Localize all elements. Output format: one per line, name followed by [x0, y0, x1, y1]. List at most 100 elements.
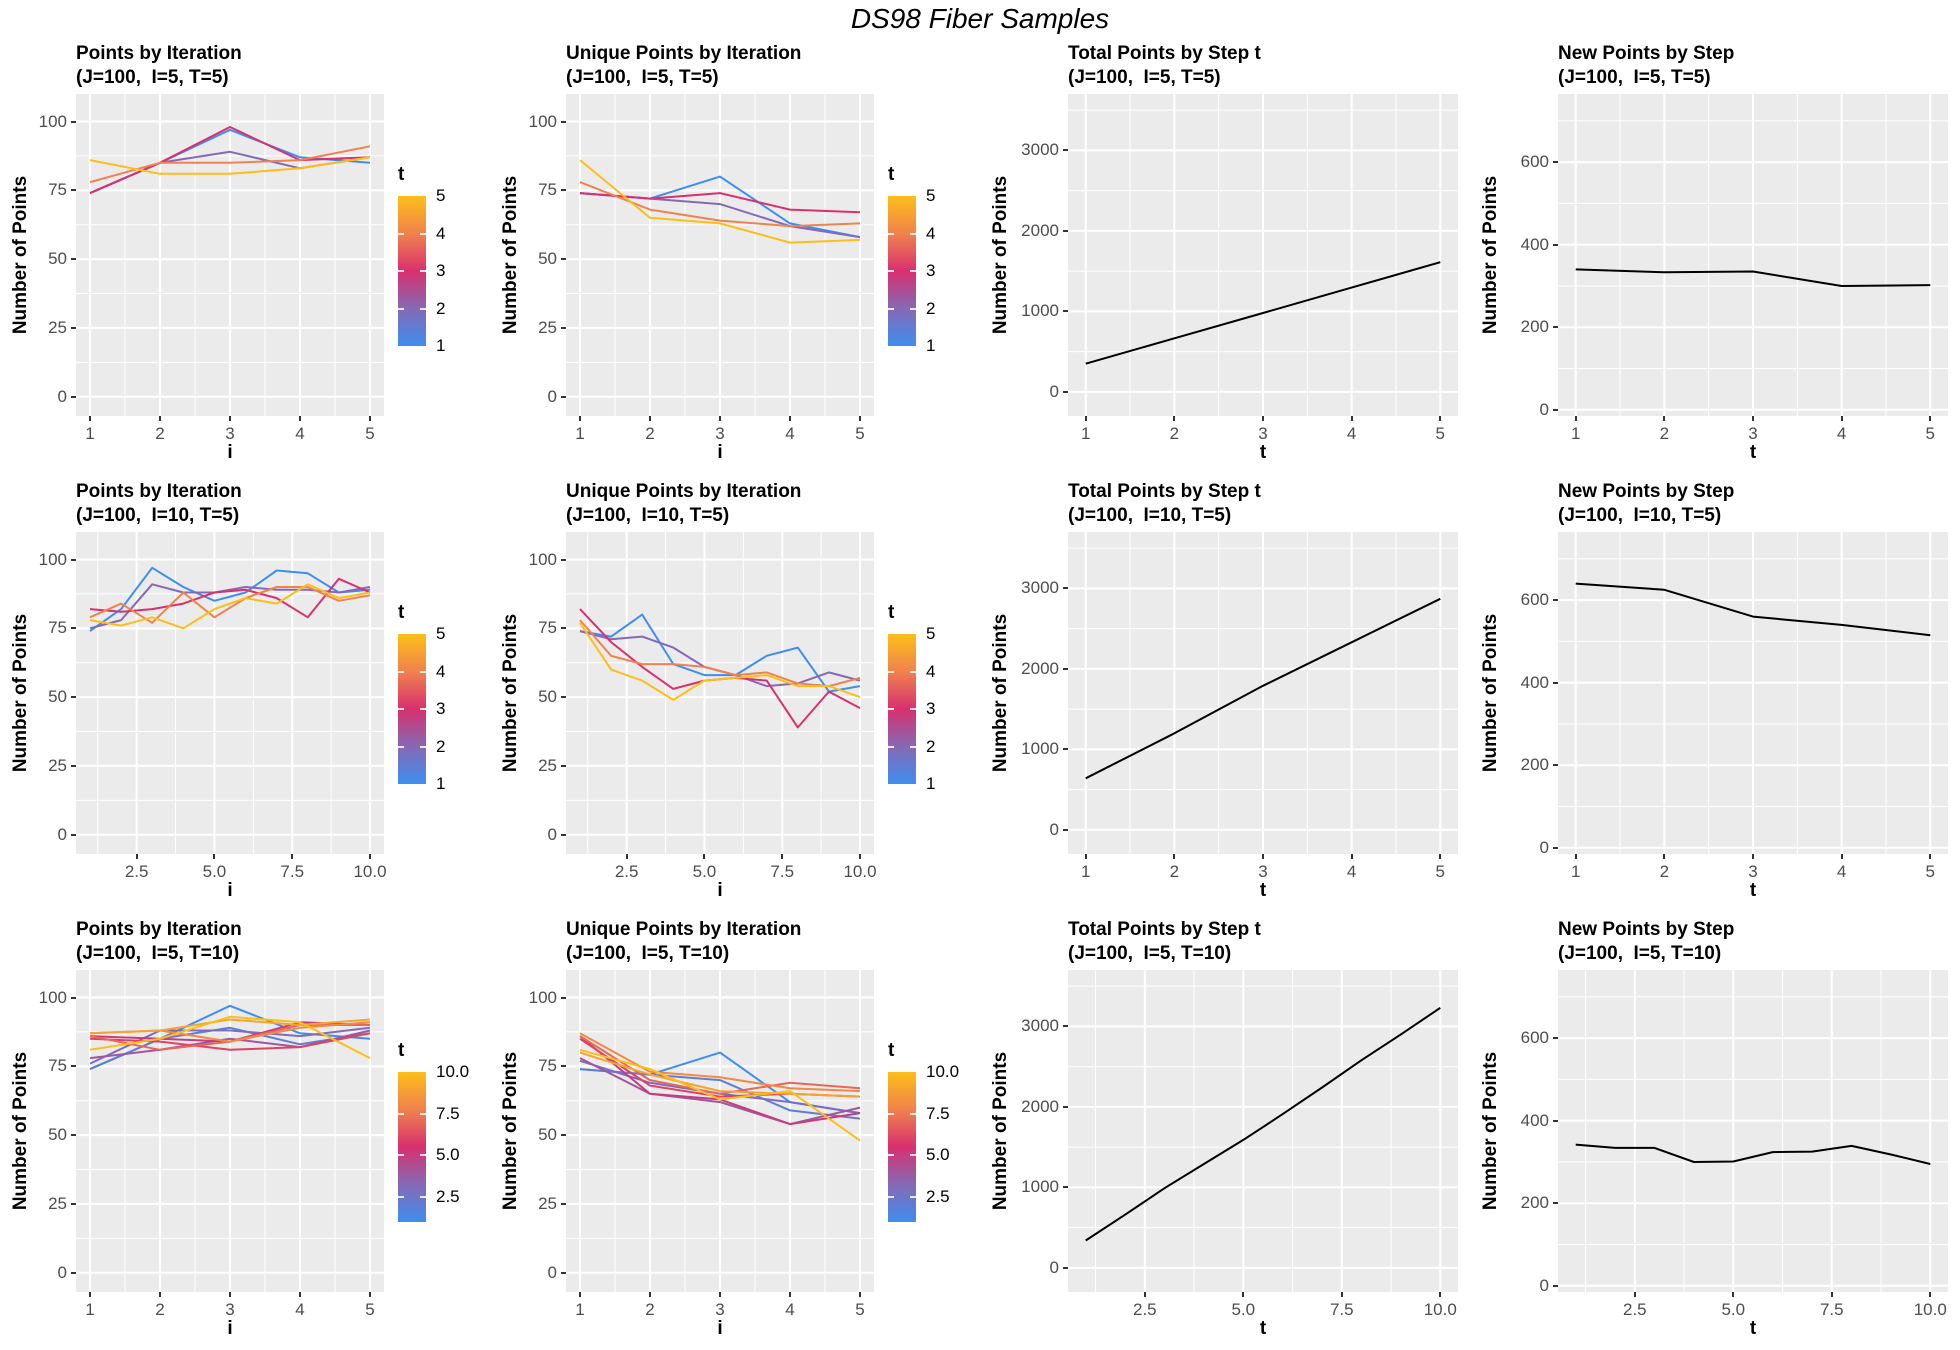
legend-label: 4 — [436, 661, 446, 681]
legend-title: t — [888, 1040, 895, 1061]
x-tick-mark — [649, 1292, 651, 1297]
x-axis: 2.5 5.0 7.5 10.0 — [76, 854, 387, 881]
panel-body: Number of Points 0 1000 2000 3000 2.5 5.0 7.5 10… — [990, 970, 1470, 1342]
y-tick-mark — [1063, 1186, 1068, 1189]
gridlines-minor — [1558, 970, 1948, 1292]
x-tick-label: 4 — [1346, 862, 1357, 881]
chart-panel: Total Points by Step t (J=100, I=5, T=10)… — [980, 912, 1470, 1350]
legend-label: 1 — [926, 336, 936, 355]
series-line-t5 — [89, 156, 371, 175]
series-line-t7 — [579, 1035, 861, 1095]
series-line — [1085, 261, 1441, 365]
gridlines-major — [1558, 970, 1948, 1292]
series-line-t1 — [89, 566, 371, 632]
y-tick-mark — [561, 395, 566, 398]
x-tick-mark — [703, 854, 706, 859]
y-axis: 0 25 50 75 100 — [522, 970, 566, 1292]
x-tick-label: 5 — [1435, 424, 1445, 443]
x-tick-label: 1 — [575, 1300, 585, 1319]
x-tick-label: 2 — [1169, 424, 1180, 443]
y-tick-label: 0 — [1049, 819, 1059, 839]
series-line-t10 — [579, 1048, 861, 1142]
x-tick-mark — [1929, 1292, 1932, 1297]
x-tick-label: 10.0 — [843, 862, 877, 881]
y-axis-label-strip: Number of Points — [500, 94, 522, 416]
x-tick-label: 1 — [1080, 424, 1091, 443]
colorbar-legend: t 2.5 5.0 7.5 10.0 — [874, 970, 980, 1292]
y-tick-mark — [71, 258, 76, 261]
y-axis-label: Number of Points — [500, 1051, 521, 1211]
x-tick-label: 1 — [1570, 862, 1581, 881]
legend-label: 5.0 — [436, 1145, 460, 1165]
legend-tick — [398, 1196, 404, 1198]
x-axis: 1 2 3 4 5 — [76, 416, 384, 443]
colorbar-legend: t 1 2 3 4 5 — [384, 532, 490, 854]
plot-area — [566, 970, 874, 1292]
y-tick-label: 400 — [1520, 234, 1549, 254]
y-tick-mark — [1553, 326, 1558, 329]
legend-tick — [888, 670, 894, 673]
legend-bar-wrap: 1 2 3 4 5 — [888, 625, 935, 793]
panel-title-block: Total Points by Step t (J=100, I=5, T=5) — [1068, 42, 1470, 92]
y-tick-mark — [71, 326, 76, 329]
y-tick-mark — [71, 1271, 76, 1274]
legend-label: 5 — [926, 624, 936, 643]
y-tick-label: 50 — [48, 249, 67, 269]
chart-panel: New Points by Step (J=100, I=5, T=10) Numb… — [1470, 912, 1960, 1350]
y-tick-mark — [1553, 1202, 1558, 1205]
x-tick-label: 7.5 — [280, 862, 305, 881]
x-tick-mark — [369, 1292, 371, 1297]
y-tick-mark — [1553, 408, 1558, 411]
legend-label: 5 — [926, 186, 936, 205]
x-tick-mark — [89, 1292, 91, 1297]
legend-label: 3 — [436, 261, 446, 280]
y-axis: 0 25 50 75 100 — [32, 532, 76, 854]
series-line-t5 — [579, 622, 861, 701]
legend-tick — [398, 708, 404, 710]
y-tick-label: 25 — [538, 317, 557, 337]
panel-subtitle: (J=100, I=5, T=10) — [1068, 943, 1232, 964]
legend-gradient-bar — [888, 1072, 916, 1222]
chart-grid: Points by Iteration (J=100, I=5, T=5) Numb… — [0, 36, 1960, 1350]
panel-title-block: Unique Points by Iteration (J=100, I=10, … — [566, 480, 980, 530]
y-tick-mark — [1553, 1037, 1558, 1040]
x-tick-label: 4 — [295, 1300, 305, 1319]
legend-tick — [420, 670, 426, 673]
y-tick-mark — [561, 120, 566, 123]
panel-title: Total Points by Step t — [1068, 481, 1261, 502]
plot-column: 2.5 5.0 7.5 10.0 i — [76, 532, 387, 904]
y-axis: 0 1000 2000 3000 — [1012, 94, 1068, 416]
plot-column: 2.5 5.0 7.5 10.0 t — [1068, 970, 1458, 1342]
legend-tick — [910, 1112, 916, 1115]
y-axis-label: Number of Points — [1480, 1051, 1501, 1211]
legend-label: 2 — [926, 298, 936, 318]
x-tick-mark — [1752, 854, 1754, 859]
x-tick-mark — [159, 416, 161, 421]
x-axis-label: i — [227, 442, 233, 463]
x-tick-label: 3 — [1748, 862, 1758, 881]
x-tick-mark — [229, 416, 231, 421]
legend-label: 3 — [436, 699, 446, 718]
x-tick-label: 2.5 — [1622, 1300, 1647, 1319]
legend-label: 10.0 — [926, 1062, 960, 1081]
y-tick-mark — [71, 395, 76, 398]
series-line-t3 — [579, 608, 861, 729]
x-tick-mark — [159, 1292, 161, 1297]
y-axis-label: Number of Points — [1480, 613, 1501, 773]
colorbar-legend: t 1 2 3 4 5 — [874, 532, 980, 854]
y-axis: 0 25 50 75 100 — [32, 94, 76, 416]
x-tick-label: 1 — [85, 424, 95, 443]
y-axis-label: Number of Points — [990, 175, 1011, 335]
plot-area — [1068, 970, 1458, 1292]
x-tick-label: 1 — [85, 1300, 95, 1319]
y-tick-mark — [71, 120, 76, 123]
plot-column: 2.5 5.0 7.5 10.0 i — [566, 532, 877, 904]
x-tick-label: 7.5 — [770, 862, 795, 881]
x-axis-label: t — [1259, 880, 1267, 901]
y-tick-label: 200 — [1520, 755, 1549, 775]
x-axis-label: i — [717, 880, 723, 901]
legend-tick — [398, 670, 404, 673]
legend-tick — [910, 708, 916, 710]
y-tick-label: 0 — [1539, 1275, 1549, 1295]
